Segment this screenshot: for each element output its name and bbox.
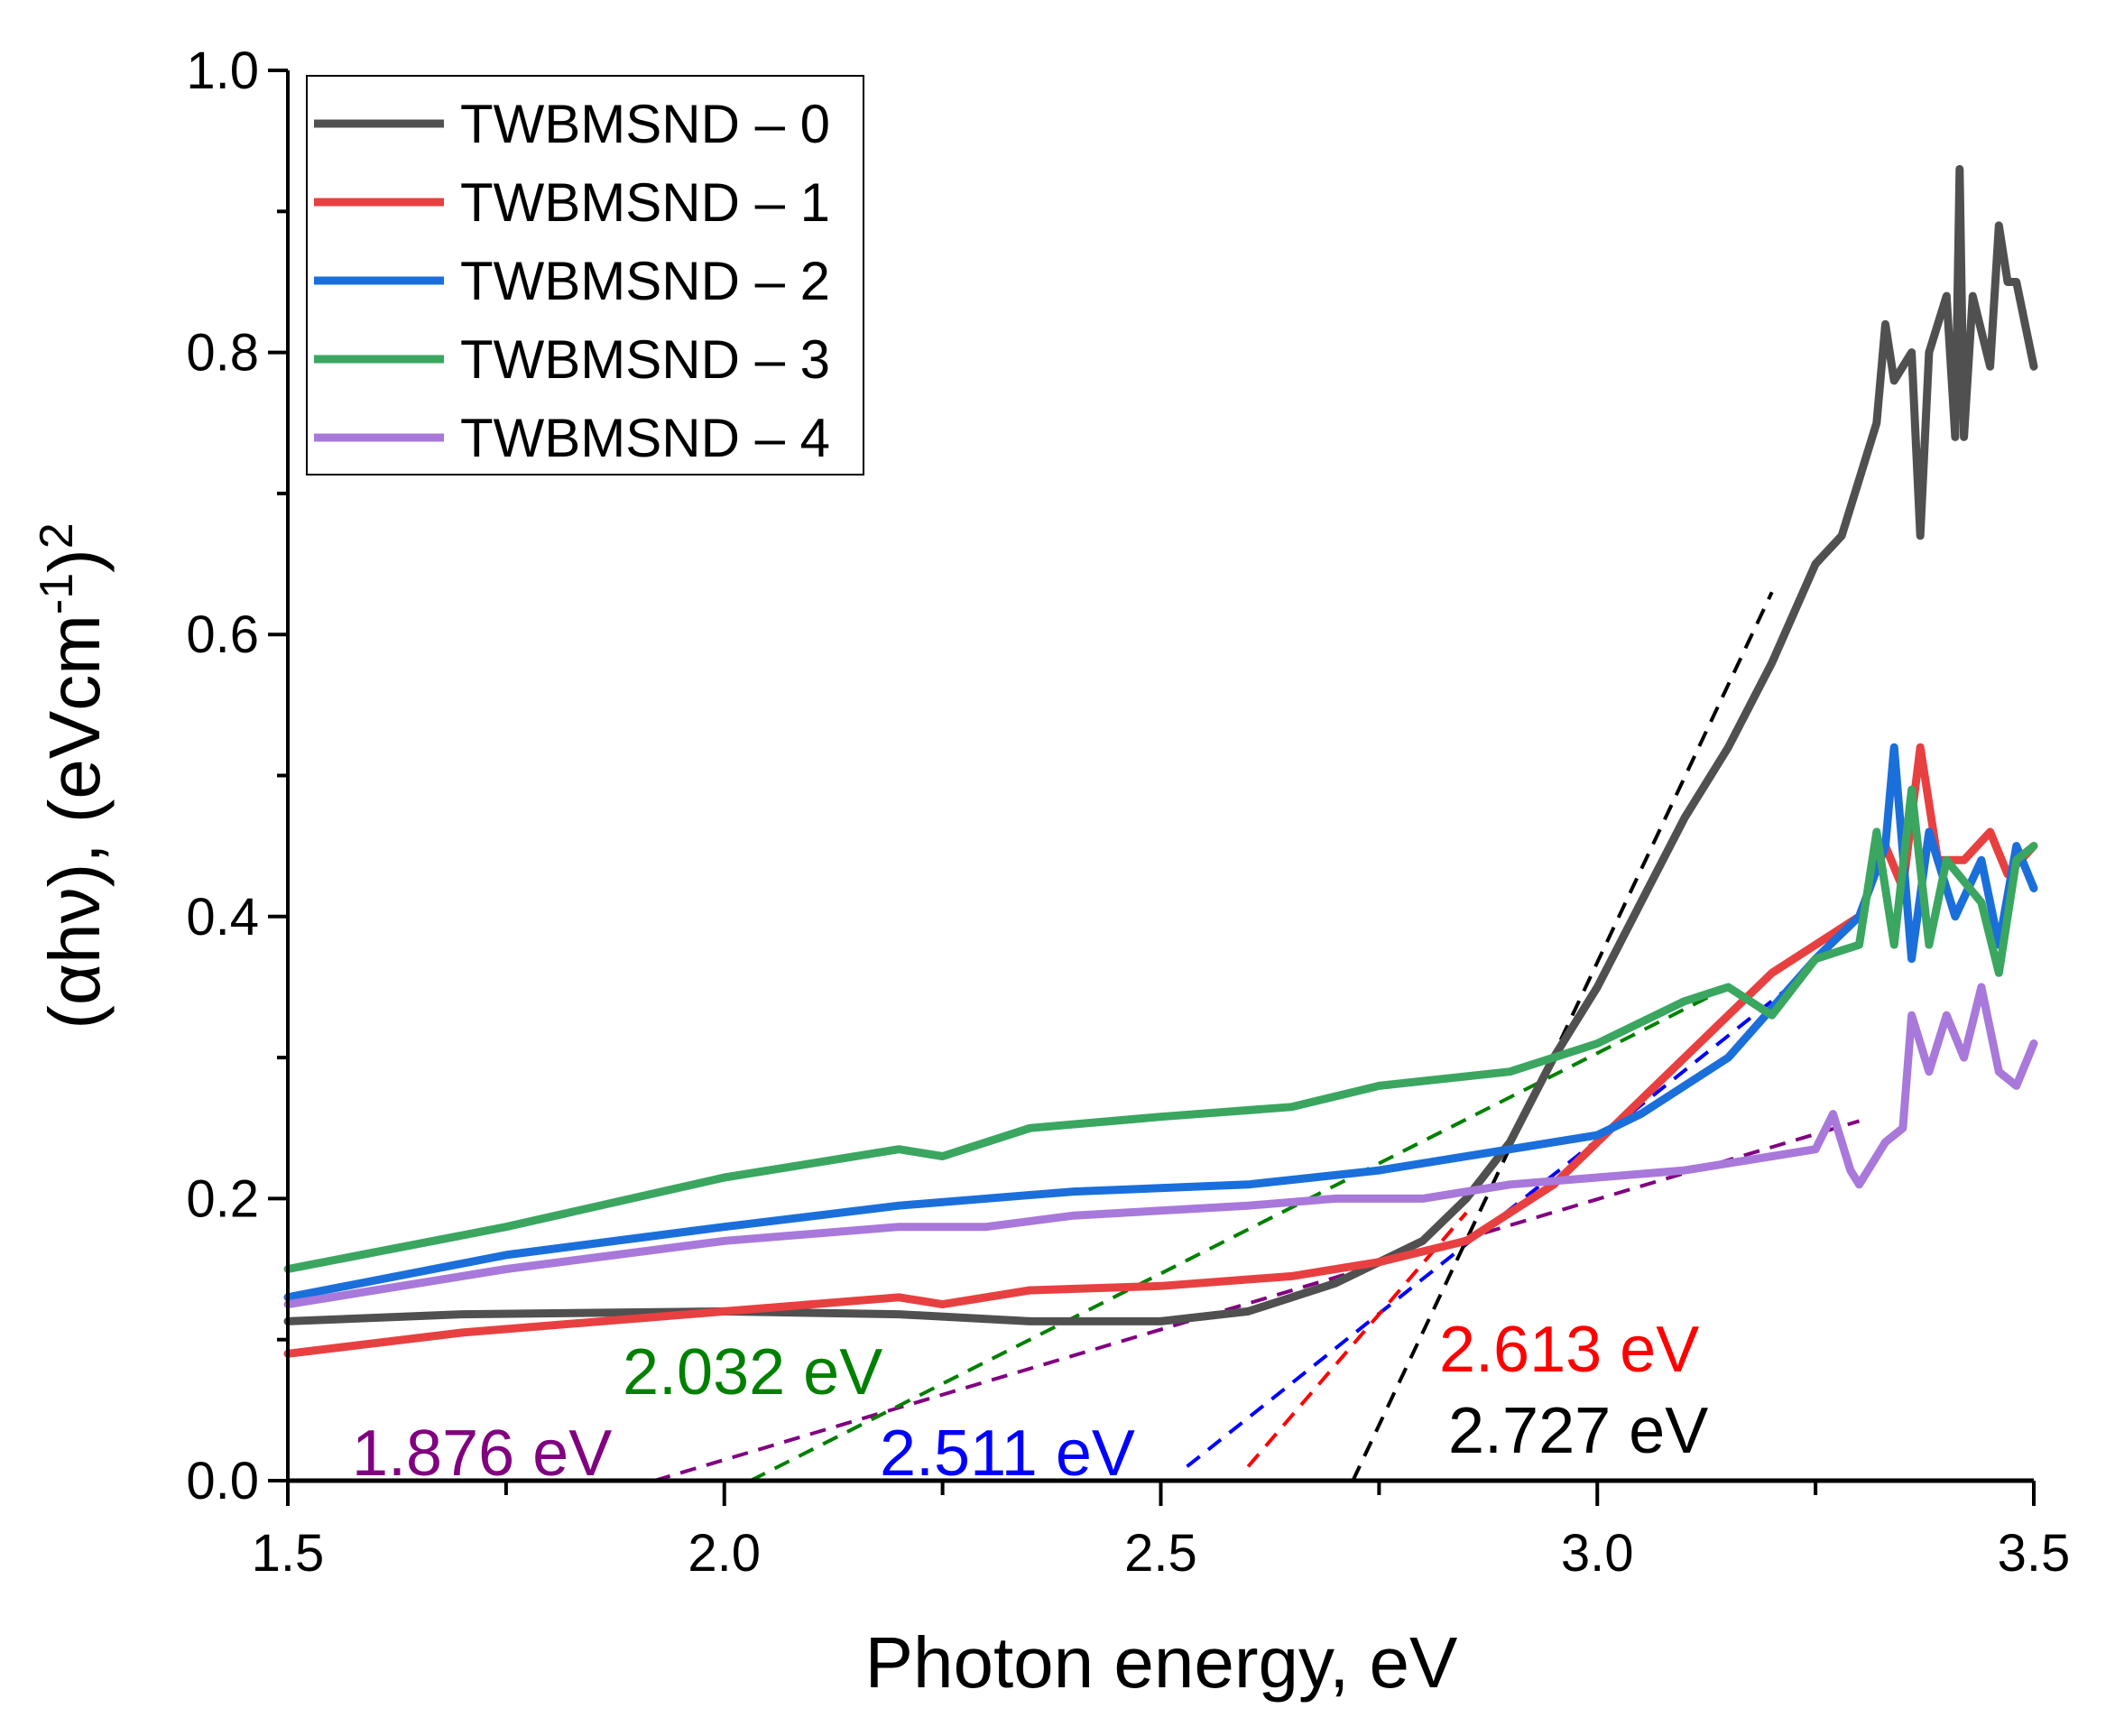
x-tick-label: 3.0 bbox=[1561, 1524, 1634, 1583]
series-line-3 bbox=[283, 785, 2038, 1273]
x-tick-label: 1.5 bbox=[252, 1524, 325, 1583]
y-tick-label: 0.2 bbox=[186, 1169, 259, 1228]
legend-label-1: TWBMSND – 1 bbox=[460, 172, 830, 233]
series-line-4 bbox=[283, 983, 2038, 1309]
legend-label-2: TWBMSND – 2 bbox=[460, 251, 830, 311]
fit-label-black: 2.727 eV bbox=[1448, 1395, 1708, 1467]
y-tick-label: 0.0 bbox=[186, 1452, 259, 1510]
fit-label-green: 2.032 eV bbox=[623, 1336, 882, 1408]
series-line-0 bbox=[283, 164, 2038, 1325]
y-tick-label: 0.8 bbox=[186, 324, 259, 383]
legend-label-0: TWBMSND – 0 bbox=[460, 94, 830, 154]
legend-label-3: TWBMSND – 3 bbox=[460, 329, 830, 390]
x-tick-label: 2.5 bbox=[1124, 1524, 1197, 1583]
fit-label-blue: 2.511 eV bbox=[880, 1417, 1135, 1490]
y-axis-title: (αhν), (eVcm-1)2 bbox=[31, 522, 115, 1029]
x-tick-label: 3.5 bbox=[1998, 1524, 2071, 1583]
y-tick-label: 1.0 bbox=[186, 42, 259, 100]
axes: 0.0 0.2 0.4 0.6 0.8 1.0 1.5 2.0 2.5 3.0 3.5 bbox=[186, 42, 2070, 1583]
legend-box bbox=[306, 75, 864, 476]
x-axis-title: Photon energy, eV bbox=[865, 1622, 1458, 1703]
fit-label-red: 2.613 eV bbox=[1439, 1314, 1699, 1386]
fit-label-purple: 1.876 eV bbox=[352, 1417, 612, 1490]
y-tick-label: 0.6 bbox=[186, 605, 259, 664]
fit-line-1 bbox=[749, 985, 1730, 1482]
x-tick-label: 2.0 bbox=[688, 1524, 761, 1583]
fit-line-3 bbox=[1246, 1211, 1468, 1468]
legend-label-4: TWBMSND – 4 bbox=[460, 408, 830, 468]
legend: TWBMSND – 0 TWBMSND – 1 TWBMSND – 2 TWBMSND… bbox=[306, 75, 864, 476]
y-tick-label: 0.4 bbox=[186, 888, 259, 946]
fit-line-0 bbox=[653, 1119, 1861, 1482]
data-series bbox=[283, 164, 2038, 1358]
